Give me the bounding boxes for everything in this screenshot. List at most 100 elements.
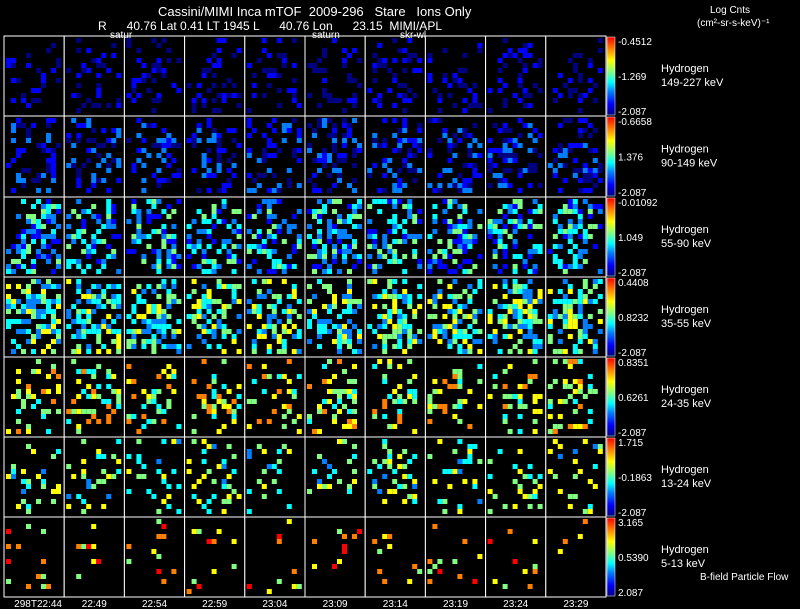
heatmap-cell (457, 504, 463, 509)
colorbar-tick-label: 3.165 (618, 518, 643, 529)
heatmap-cell (382, 118, 388, 123)
heatmap-cell (382, 499, 388, 504)
heatmap-cell (51, 229, 56, 234)
heatmap-cell (26, 304, 31, 309)
heatmap-cell (382, 58, 388, 63)
panel-frame (304, 516, 366, 598)
heatmap-cell (507, 183, 513, 188)
heatmap-cell (392, 344, 398, 349)
heatmap-cell (452, 449, 458, 454)
heatmap-cell (317, 484, 322, 489)
heatmap-cell (407, 579, 413, 584)
heatmap-cell (271, 128, 277, 133)
heatmap-cell (16, 173, 21, 178)
heatmap-cell (517, 48, 523, 53)
heatmap-cell (76, 178, 82, 183)
heatmap-cell (452, 224, 458, 229)
heatmap-cell (276, 259, 282, 264)
heatmap-cell (307, 63, 312, 68)
heatmap-cell (587, 314, 593, 319)
heatmap-cell (156, 389, 162, 394)
heatmap-panel (123, 115, 186, 198)
heatmap-cell (86, 419, 92, 424)
heatmap-cell (347, 98, 352, 103)
heatmap-cell (517, 118, 523, 123)
heatmap-cell (587, 214, 593, 219)
heatmap-cell (191, 279, 197, 284)
heatmap-cell (527, 224, 533, 229)
heatmap-cell (226, 254, 232, 259)
heatmap-cell (402, 399, 408, 404)
heatmap-cell (16, 344, 21, 349)
heatmap-cell (387, 219, 393, 224)
heatmap-cell (6, 429, 11, 434)
heatmap-cell (497, 209, 503, 214)
heatmap-cell (256, 244, 262, 249)
heatmap-cell (312, 244, 317, 249)
heatmap-cell (96, 364, 102, 369)
heatmap-cell (567, 504, 573, 509)
heatmap-cell (86, 384, 92, 389)
heatmap-cell (402, 93, 408, 98)
heatmap-cell (517, 319, 523, 324)
heatmap-cell (266, 138, 272, 143)
heatmap-cell (377, 98, 383, 103)
heatmap-cell (347, 128, 352, 133)
heatmap-cell (577, 188, 583, 193)
heatmap-cell (271, 143, 277, 148)
heatmap-cell (106, 299, 112, 304)
heatmap-cell (327, 239, 332, 244)
heatmap-cell (96, 219, 102, 224)
heatmap-panel (184, 115, 246, 198)
heatmap-cell (266, 219, 272, 224)
heatmap-cell (171, 173, 177, 178)
heatmap-cell (517, 58, 523, 63)
heatmap-cell (567, 118, 573, 123)
heatmap-cell (196, 299, 202, 304)
heatmap-cell (392, 224, 398, 229)
heatmap-cell (226, 249, 232, 254)
heatmap-cell (46, 118, 51, 123)
heatmap-cell (206, 234, 212, 239)
heatmap-cell (176, 509, 182, 514)
heatmap-cell (296, 103, 302, 108)
heatmap-cell (512, 344, 518, 349)
heatmap-cell (81, 474, 87, 479)
heatmap-cell (231, 299, 237, 304)
heatmap-cell (36, 359, 41, 364)
heatmap-cell (347, 234, 352, 239)
heatmap-cell (347, 269, 352, 274)
heatmap-cell (211, 259, 217, 264)
heatmap-cell (322, 88, 327, 93)
heatmap-cell (31, 314, 36, 319)
heatmap-cell (131, 344, 137, 349)
heatmap-cell (116, 284, 122, 289)
heatmap-cell (567, 334, 573, 339)
heatmap-cell (557, 224, 563, 229)
heatmap-cell (507, 304, 513, 309)
heatmap-cell (352, 188, 357, 193)
heatmap-cell (221, 479, 227, 484)
heatmap-cell (171, 569, 177, 574)
heatmap-cell (402, 464, 408, 469)
heatmap-cell (201, 73, 207, 78)
heatmap-cell (312, 173, 317, 178)
heatmap-cell (286, 294, 292, 299)
heatmap-cell (246, 148, 252, 153)
heatmap-cell (392, 183, 398, 188)
heatmap-cell (86, 479, 92, 484)
heatmap-cell (377, 188, 383, 193)
heatmap-cell (221, 404, 227, 409)
heatmap-cell (352, 379, 357, 384)
heatmap-cell (261, 38, 267, 43)
heatmap-cell (587, 419, 593, 424)
heatmap-cell (577, 359, 583, 364)
heatmap-cell (572, 209, 578, 214)
heatmap-cell (191, 484, 197, 489)
heatmap-cell (552, 359, 558, 364)
heatmap-cell (407, 204, 413, 209)
heatmap-cell (562, 304, 568, 309)
heatmap-cell (492, 334, 498, 339)
heatmap-cell (16, 389, 21, 394)
heatmap-cell (91, 484, 97, 489)
